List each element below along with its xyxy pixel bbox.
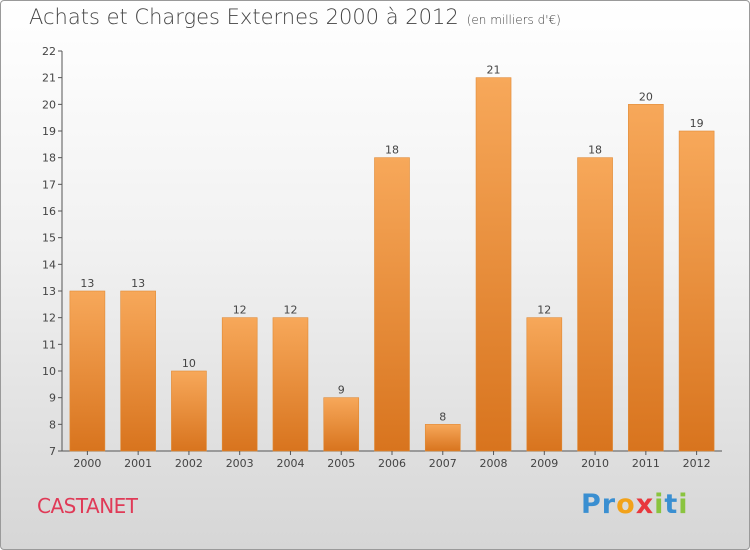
x-tick-label: 2008 (480, 457, 508, 470)
x-tick-label: 2001 (124, 457, 152, 470)
x-tick-label: 2004 (276, 457, 304, 470)
bar (577, 157, 613, 452)
bar (424, 424, 461, 452)
x-tick-label: 2002 (175, 457, 203, 470)
logo-letter: x (635, 489, 655, 520)
data-label: 10 (182, 357, 196, 370)
x-tick-label: 2007 (429, 457, 457, 470)
x-tick-label: 2010 (581, 457, 609, 470)
bar (628, 104, 664, 452)
x-tick-label: 2011 (632, 457, 660, 470)
x-tick-label: 2006 (378, 457, 406, 470)
y-tick-label: 13 (42, 285, 56, 298)
x-tick-label: 2003 (226, 457, 254, 470)
bar (171, 370, 207, 452)
y-tick-label: 14 (42, 258, 56, 271)
data-label: 21 (487, 64, 501, 77)
chart-unit: (en milliers d'€) (466, 13, 561, 27)
y-tick-label: 8 (49, 418, 56, 431)
bar (526, 317, 563, 452)
y-tick-label: 15 (42, 232, 56, 245)
bar (69, 290, 106, 452)
y-tick-label: 16 (42, 205, 56, 218)
y-tick-label: 19 (42, 125, 56, 138)
x-tick-label: 2012 (683, 457, 711, 470)
bar (323, 397, 360, 452)
data-label: 13 (131, 277, 145, 290)
logo-letter: r (601, 489, 617, 520)
data-label: 12 (283, 304, 297, 317)
data-label: 12 (537, 304, 551, 317)
bar (272, 317, 309, 452)
y-tick-label: 11 (42, 338, 56, 351)
logo-letter: t (664, 489, 679, 520)
bar (678, 130, 715, 452)
y-tick-label: 7 (49, 445, 56, 458)
x-tick-label: 2000 (73, 457, 101, 470)
bar (221, 317, 258, 452)
data-label: 13 (80, 277, 94, 290)
logo-letter: o (616, 489, 636, 520)
y-tick-label: 17 (42, 178, 56, 191)
logo-letter: i (654, 489, 665, 520)
y-tick-label: 22 (42, 45, 56, 58)
y-tick-label: 12 (42, 312, 56, 325)
logo-letter: i (678, 489, 689, 520)
chart-title: Achats et Charges Externes 2000 à 2012 (e… (29, 5, 561, 29)
data-label: 12 (233, 304, 247, 317)
data-label: 19 (690, 117, 704, 130)
commune-name: CASTANET (37, 494, 138, 518)
x-tick-label: 2005 (327, 457, 355, 470)
data-label: 18 (385, 144, 399, 157)
logo-letter: P (581, 489, 602, 520)
y-tick-label: 21 (42, 72, 56, 85)
data-label: 9 (338, 384, 345, 397)
y-tick-label: 20 (42, 98, 56, 111)
data-label: 18 (588, 144, 602, 157)
y-tick-label: 9 (49, 392, 56, 405)
proxiti-logo: Proxiti (581, 489, 689, 520)
chart-title-text: Achats et Charges Externes 2000 à 2012 (29, 5, 459, 29)
x-tick-label: 2009 (530, 457, 558, 470)
y-tick-label: 18 (42, 152, 56, 165)
bar (475, 77, 512, 452)
y-tick-label: 10 (42, 365, 56, 378)
bar (374, 157, 410, 452)
data-label: 8 (439, 410, 446, 423)
data-label: 20 (639, 90, 653, 103)
bar (120, 290, 156, 452)
